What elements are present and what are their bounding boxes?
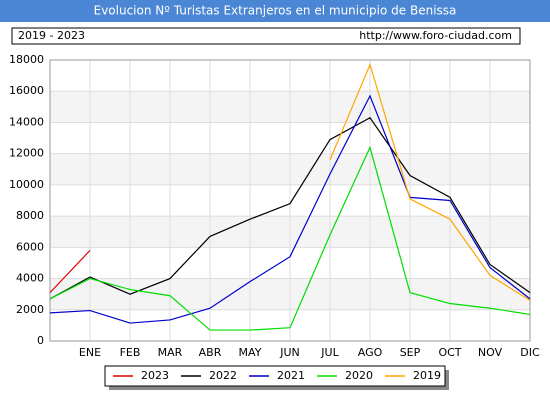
series-line bbox=[49, 116, 531, 300]
source: http://www.foro-ciudad.com bbox=[359, 29, 512, 42]
series-line bbox=[49, 145, 531, 331]
subtitle: 2019 - 2023 bbox=[18, 29, 85, 42]
x-tick-label: DIC bbox=[520, 346, 540, 359]
series-line bbox=[49, 94, 531, 324]
x-tick-label: ABR bbox=[199, 346, 222, 359]
x-tick-label: NOV bbox=[478, 346, 503, 359]
x-tick-label: ENE bbox=[79, 346, 101, 359]
legend-label: 2022 bbox=[209, 369, 237, 382]
x-tick-label: OCT bbox=[438, 346, 461, 359]
title-bar bbox=[0, 0, 550, 22]
chart-title: Evolucion Nº Turistas Extranjeros en el … bbox=[94, 4, 457, 18]
subheader-box bbox=[11, 27, 521, 45]
legend-label: 2019 bbox=[413, 369, 441, 382]
x-tick-label: SEP bbox=[400, 346, 421, 359]
legend bbox=[104, 365, 446, 387]
x-tick-label: FEB bbox=[120, 346, 141, 359]
y-tick-label: 16000 bbox=[9, 84, 44, 97]
y-tick-label: 10000 bbox=[9, 178, 44, 191]
legend-label: 2023 bbox=[141, 369, 169, 382]
y-tick-label: 8000 bbox=[16, 209, 44, 222]
series-line bbox=[329, 62, 531, 301]
y-tick-label: 6000 bbox=[16, 240, 44, 253]
x-tick-label: MAR bbox=[158, 346, 183, 359]
series-line bbox=[49, 250, 91, 294]
x-tick-label: JUL bbox=[320, 346, 339, 359]
y-tick-label: 18000 bbox=[9, 53, 44, 66]
y-tick-label: 2000 bbox=[16, 303, 44, 316]
legend-label: 2021 bbox=[277, 369, 305, 382]
x-tick-label: JUN bbox=[279, 346, 300, 359]
y-tick-label: 0 bbox=[37, 334, 44, 347]
x-tick-label: MAY bbox=[239, 346, 262, 359]
y-tick-label: 14000 bbox=[9, 115, 44, 128]
y-tick-label: 12000 bbox=[9, 147, 44, 160]
legend-label: 2020 bbox=[345, 369, 373, 382]
y-tick-label: 4000 bbox=[16, 272, 44, 285]
x-tick-label: AGO bbox=[358, 346, 383, 359]
plot-border bbox=[49, 59, 531, 342]
